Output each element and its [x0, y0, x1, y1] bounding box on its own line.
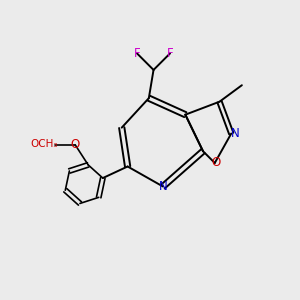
- Text: N: N: [230, 127, 239, 140]
- Text: OCH₃: OCH₃: [31, 139, 58, 149]
- Text: F: F: [167, 47, 173, 60]
- Text: O: O: [70, 138, 80, 151]
- Text: O: O: [211, 157, 220, 169]
- Text: N: N: [159, 180, 167, 193]
- Text: F: F: [134, 47, 140, 60]
